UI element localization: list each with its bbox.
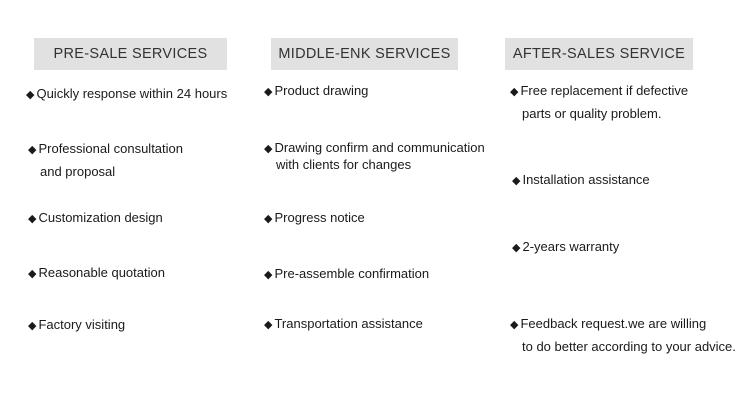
service-text: Progress notice: [274, 210, 365, 225]
service-text: Free replacement if defective: [520, 83, 689, 98]
diamond-bullet-icon: ◆: [28, 144, 37, 156]
service-item: ◆ Customization design: [28, 207, 163, 230]
service-text: Transportation assistance: [274, 316, 423, 331]
service-text: Quickly response within 24 hours: [36, 86, 228, 101]
diamond-bullet-icon: ◆: [264, 213, 273, 225]
service-item: ◆ Progress notice: [264, 207, 365, 230]
header-pre-sale: PRE-SALE SERVICES: [34, 38, 227, 70]
service-line: ◆ Progress notice: [264, 207, 365, 230]
diamond-bullet-icon: ◆: [28, 320, 37, 332]
diamond-bullet-icon: ◆: [510, 86, 519, 98]
diamond-bullet-icon: ◆: [28, 268, 37, 280]
service-text: parts or quality problem.: [522, 106, 662, 121]
service-line: ◆ Installation assistance: [512, 169, 650, 192]
service-item: ◆ Free replacement if defective parts or q…: [510, 80, 688, 125]
diamond-bullet-icon: ◆: [26, 89, 35, 101]
diamond-bullet-icon: ◆: [264, 143, 273, 155]
service-line: ◆ Customization design: [28, 207, 163, 230]
service-text: Factory visiting: [38, 317, 126, 332]
service-item: ◆ Installation assistance: [512, 169, 650, 192]
header-label: PRE-SALE SERVICES: [53, 46, 208, 62]
service-line: ◆ Factory visiting: [28, 314, 125, 337]
diamond-bullet-icon: ◆: [264, 319, 273, 331]
service-item: ◆ 2-years warranty: [512, 236, 619, 259]
service-item: ◆ Transportation assistance: [264, 313, 423, 336]
header-after-sales: AFTER-SALES SERVICE: [505, 38, 693, 70]
service-line: ◆ Reasonable quotation: [28, 262, 165, 285]
service-item: ◆ Feedback request.we are willing to do be…: [510, 313, 736, 358]
service-line: ◆ Transportation assistance: [264, 313, 423, 336]
service-item: ◆ Reasonable quotation: [28, 262, 165, 285]
service-item: ◆ Drawing confirm and communication with c…: [264, 140, 485, 173]
service-line: ◆ Professional consultation: [28, 138, 183, 161]
diamond-bullet-icon: ◆: [264, 269, 273, 281]
service-text: 2-years warranty: [522, 239, 620, 254]
service-line: and proposal: [28, 161, 183, 183]
service-line: ◆ Free replacement if defective: [510, 80, 688, 103]
service-line: ◆ Pre-assemble confirmation: [264, 263, 429, 286]
service-text: Customization design: [38, 210, 163, 225]
service-line: ◆ Quickly response within 24 hours: [26, 83, 227, 106]
service-text: Drawing confirm and communication: [274, 140, 485, 155]
diamond-bullet-icon: ◆: [264, 86, 273, 98]
diamond-bullet-icon: ◆: [512, 175, 521, 187]
diamond-bullet-icon: ◆: [28, 213, 37, 225]
service-item: ◆ Product drawing: [264, 80, 368, 103]
header-middle: MIDDLE-ENK SERVICES: [271, 38, 458, 70]
service-text: with clients for changes: [276, 157, 412, 172]
service-line: ◆ Product drawing: [264, 80, 368, 103]
diamond-bullet-icon: ◆: [510, 319, 519, 331]
service-text: Product drawing: [274, 83, 369, 98]
header-label: MIDDLE-ENK SERVICES: [278, 46, 451, 62]
service-text: Pre-assemble confirmation: [274, 266, 430, 281]
service-text: Installation assistance: [522, 172, 650, 187]
service-text: to do better according to your advice.: [522, 339, 736, 354]
service-line: with clients for changes: [264, 157, 485, 173]
service-line: parts or quality problem.: [510, 103, 688, 125]
service-item: ◆ Quickly response within 24 hours: [26, 83, 227, 106]
service-item: ◆ Factory visiting: [28, 314, 125, 337]
service-line: ◆ 2-years warranty: [512, 236, 619, 259]
header-label: AFTER-SALES SERVICE: [512, 46, 686, 62]
service-text: Feedback request.we are willing: [520, 316, 707, 331]
service-text: Professional consultation: [38, 141, 183, 156]
service-text: Reasonable quotation: [38, 265, 165, 280]
service-text: and proposal: [40, 164, 116, 179]
service-item: ◆ Pre-assemble confirmation: [264, 263, 429, 286]
service-item: ◆ Professional consultation and proposal: [28, 138, 183, 183]
service-line: to do better according to your advice.: [510, 336, 736, 358]
diamond-bullet-icon: ◆: [512, 242, 521, 254]
service-line: ◆ Feedback request.we are willing: [510, 313, 736, 336]
service-line: ◆ Drawing confirm and communication: [264, 140, 485, 157]
